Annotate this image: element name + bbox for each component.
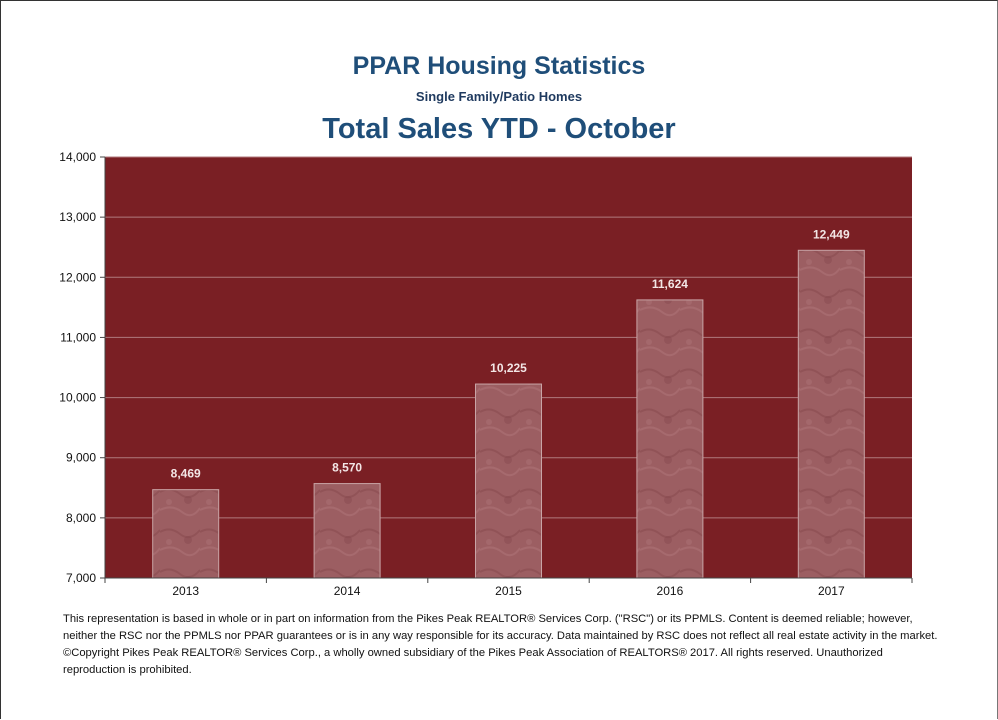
bar-2013: [152, 489, 220, 579]
copyright-disclaimer: This representation is based in whole or…: [63, 613, 938, 676]
y-tick-label: 9,000: [66, 451, 96, 465]
bar-2014: [313, 483, 381, 579]
data-label-2016: 11,624: [652, 277, 688, 291]
y-tick-label: 12,000: [59, 270, 96, 284]
x-tick-label: 2016: [657, 584, 684, 598]
x-tick-label: 2017: [818, 584, 845, 598]
data-label-2014: 8,570: [332, 461, 362, 475]
data-label-2015: 10,225: [490, 361, 527, 375]
x-tick-label: 2015: [495, 584, 522, 598]
bar-2017: [797, 249, 865, 579]
y-tick-label: 11,000: [60, 330, 96, 344]
y-tick-label: 14,000: [59, 150, 96, 164]
y-axis: 7,000 8,000 9,000 10,000 11,000 12,000 13,000 1…: [59, 150, 106, 585]
y-tick-label: 13,000: [59, 210, 96, 224]
data-label-2017: 12,449: [813, 227, 850, 241]
data-labels: 8,469 8,570 10,225 11,624 12,449: [171, 227, 850, 480]
y-tick-label: 10,000: [59, 391, 96, 405]
x-tick-label: 2014: [334, 584, 361, 598]
bar-2015: [475, 383, 542, 579]
x-tick-label: 2013: [172, 584, 199, 598]
chart-main-title: Total Sales YTD - October: [322, 113, 676, 145]
data-label-2013: 8,469: [171, 467, 201, 481]
x-axis: 2013 2014 2015 2016 2017: [104, 577, 913, 598]
bar-2016: [636, 299, 704, 579]
y-tick-label: 8,000: [66, 511, 96, 525]
chart-subtitle: Single Family/Patio Homes: [415, 89, 583, 104]
chart-title: PPAR Housing Statistics: [352, 52, 646, 80]
y-tick-label: 7,000: [66, 571, 96, 585]
